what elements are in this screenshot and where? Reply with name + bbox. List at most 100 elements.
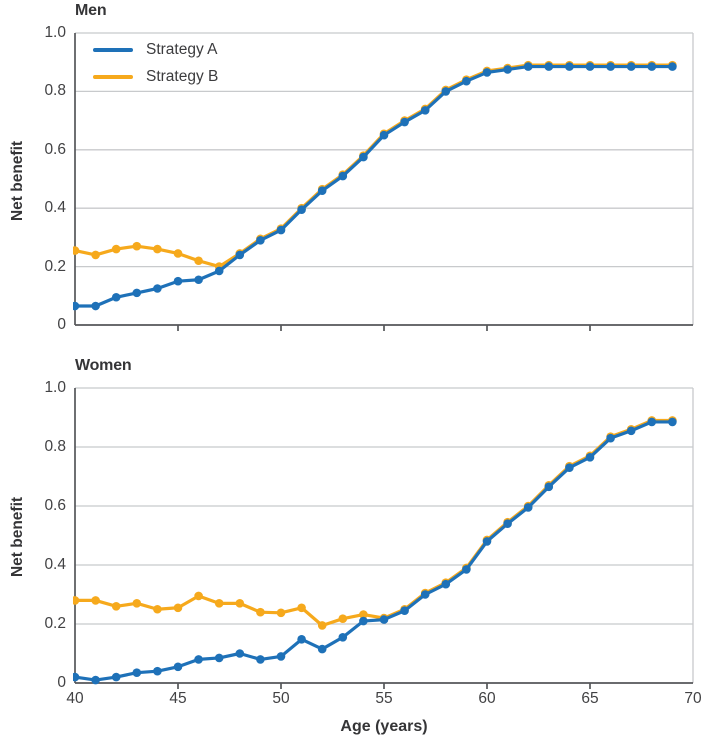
- strategy-a-line-men: [73, 64, 675, 308]
- strategy-a-line-swatch: [93, 47, 133, 52]
- y-tick-label: 1.0: [44, 24, 66, 41]
- women-chart-title: Women: [75, 357, 132, 374]
- x-tick-label: 50: [272, 690, 290, 707]
- y-tick-label: 0.6: [44, 497, 66, 514]
- x-tick-label: 40: [66, 690, 84, 707]
- data-point: [359, 616, 368, 626]
- data-point: [194, 591, 203, 601]
- y-tick-label: 0.2: [44, 257, 66, 275]
- data-point: [153, 284, 162, 293]
- data-point: [194, 275, 203, 285]
- strategy-b-line-men: [73, 63, 675, 269]
- strategy-b-markers-women: [73, 416, 677, 630]
- strategy-a-markers-women: [73, 417, 677, 685]
- data-point: [441, 579, 451, 589]
- data-point: [585, 453, 595, 462]
- data-point: [276, 225, 286, 235]
- y-tick-label: 0.4: [44, 556, 66, 573]
- strategy-b-line-swatch: [93, 74, 133, 79]
- data-point: [111, 602, 121, 611]
- data-point: [441, 87, 451, 96]
- y-tick-label: 1.0: [44, 379, 66, 396]
- x-tick-label: 70: [684, 690, 702, 707]
- strategy-b-legend-label: Strategy B: [146, 67, 219, 85]
- data-point: [338, 632, 348, 642]
- data-point: [173, 662, 183, 672]
- x-tick-label: 65: [581, 690, 599, 707]
- men-plot-area: [73, 32, 694, 331]
- data-point: [565, 463, 574, 472]
- data-point: [153, 666, 162, 676]
- data-point: [73, 596, 80, 605]
- legend-item-strategy-a: Strategy A: [93, 36, 218, 63]
- legend-item-strategy-b: Strategy B: [93, 63, 218, 90]
- data-point: [256, 655, 265, 664]
- men-chart-panel: Men Net benefit 1.0 0.8 0.6 0.4 0.2 0 Strateg…: [0, 0, 705, 355]
- y-tick-label: 0.4: [44, 199, 66, 217]
- strategy-a-line-women: [73, 420, 675, 682]
- x-tick-label: 55: [375, 690, 393, 707]
- data-point: [379, 130, 389, 140]
- data-point: [297, 603, 306, 613]
- data-point: [256, 607, 265, 617]
- data-point: [153, 244, 162, 254]
- data-point: [276, 652, 286, 661]
- data-point: [153, 604, 162, 614]
- data-point: [111, 244, 121, 254]
- data-point: [523, 62, 533, 71]
- data-point: [132, 241, 142, 251]
- data-point: [647, 417, 657, 427]
- data-point: [214, 599, 224, 608]
- y-tick-label: 0: [57, 674, 66, 691]
- data-point: [132, 288, 142, 298]
- data-point: [503, 65, 512, 74]
- strategy-b-line-women: [73, 418, 675, 628]
- data-point: [132, 668, 142, 677]
- y-axis-label-men: Net benefit: [9, 140, 26, 222]
- y-tick-label: 0.8: [44, 82, 66, 100]
- x-axis-title: Age (years): [340, 718, 428, 735]
- men-chart-title: Men: [75, 2, 107, 19]
- data-point: [194, 256, 203, 266]
- data-point: [235, 599, 245, 608]
- strategy-b-markers-men: [73, 60, 677, 271]
- data-point: [235, 649, 245, 658]
- data-point: [544, 62, 554, 71]
- data-point: [565, 62, 574, 71]
- data-point: [256, 236, 265, 245]
- data-point: [379, 615, 389, 624]
- data-point: [544, 482, 554, 492]
- data-point: [317, 621, 327, 630]
- data-point: [338, 614, 348, 623]
- data-point: [585, 62, 595, 71]
- data-point: [626, 426, 636, 436]
- data-point: [73, 301, 80, 311]
- women-plot-area: [73, 387, 694, 689]
- data-point: [173, 276, 183, 286]
- data-point: [523, 503, 533, 512]
- data-point: [668, 417, 677, 427]
- data-point: [359, 610, 368, 619]
- data-point: [668, 62, 677, 71]
- data-point: [132, 599, 142, 608]
- data-point: [400, 117, 409, 127]
- data-point: [91, 301, 100, 311]
- y-tick-label: 0.6: [44, 140, 66, 158]
- data-point: [482, 537, 492, 546]
- data-point: [420, 590, 430, 599]
- data-point: [235, 250, 245, 260]
- data-point: [420, 106, 430, 115]
- strategy-a-legend-label: Strategy A: [146, 40, 218, 58]
- data-point: [276, 608, 286, 618]
- data-point: [503, 519, 512, 528]
- data-point: [297, 205, 306, 214]
- data-point: [482, 68, 492, 77]
- data-point: [91, 250, 100, 260]
- data-point: [194, 655, 203, 664]
- data-point: [73, 246, 80, 255]
- y-tick-label: 0.2: [44, 615, 66, 632]
- data-point: [359, 152, 368, 162]
- strategy-a-markers-men: [73, 62, 677, 311]
- data-point: [317, 644, 327, 654]
